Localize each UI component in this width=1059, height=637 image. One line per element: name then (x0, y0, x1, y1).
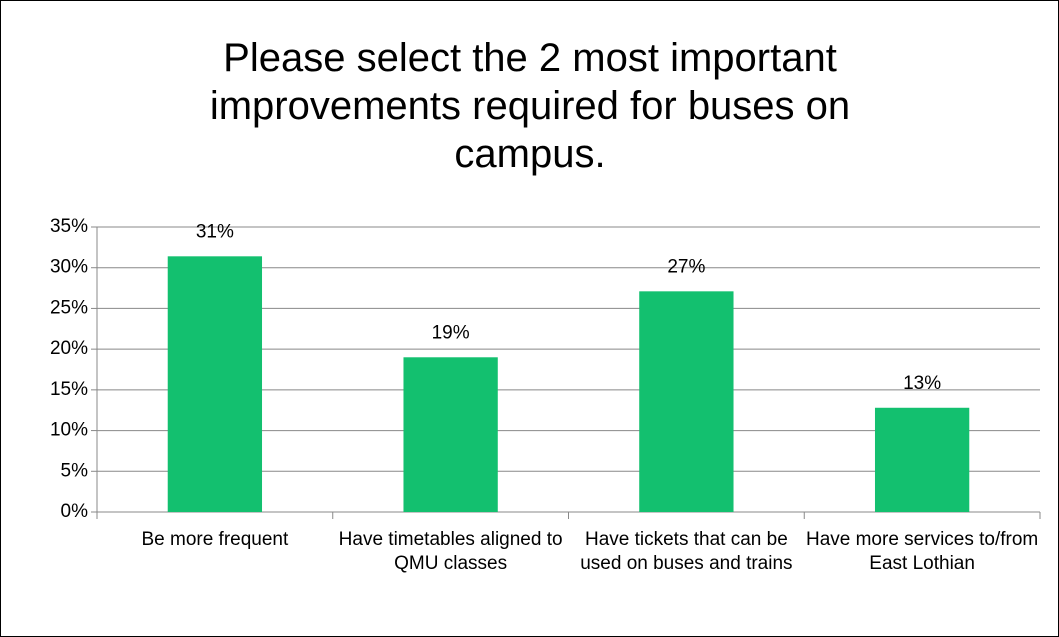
y-tick-label: 25% (50, 297, 88, 318)
bar (874, 407, 970, 512)
y-tick-label: 35% (50, 216, 88, 237)
data-label: 19% (432, 322, 470, 343)
bar (639, 291, 734, 512)
y-tick-label: 20% (50, 338, 88, 359)
x-tick-label: Have tickets that can be used on buses a… (580, 529, 793, 574)
y-tick-label: 5% (61, 460, 89, 481)
x-tick-label: Be more frequent (141, 529, 289, 550)
y-tick-label: 10% (50, 420, 88, 441)
bar (167, 256, 263, 512)
x-tick-label: Have timetables aligned to QMU classes (338, 529, 563, 574)
data-label: 31% (196, 221, 234, 242)
data-label: 13% (903, 373, 941, 394)
data-label: 27% (667, 256, 705, 277)
y-tick-label: 30% (50, 257, 88, 278)
y-tick-label: 15% (50, 379, 88, 400)
bar (403, 357, 498, 512)
y-tick-label: 0% (61, 501, 89, 522)
x-tick-label: Have more services to/from East Lothian (805, 529, 1039, 574)
chart-title: Please select the 2 most important impro… (209, 36, 851, 176)
